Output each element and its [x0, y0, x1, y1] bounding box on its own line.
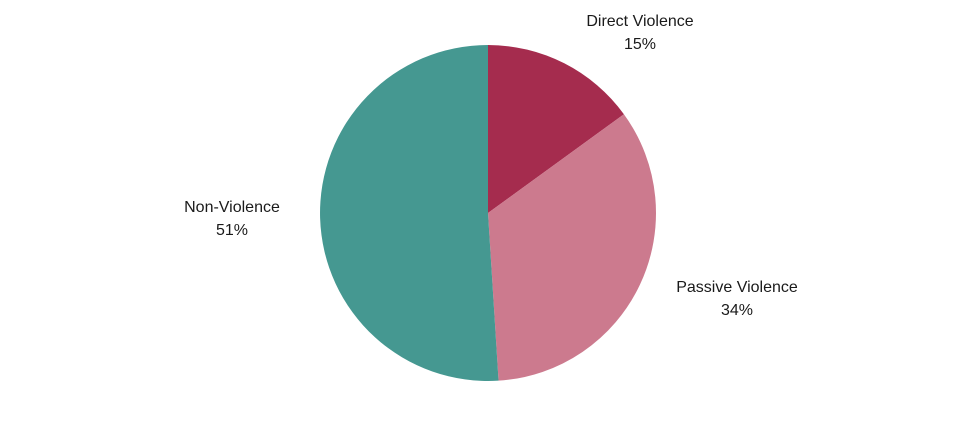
pie-labels: Direct Violence 15% Passive Violence 34% Non… — [184, 13, 798, 319]
slice-label-direct-violence: Direct Violence — [586, 13, 693, 30]
slice-value-direct-violence: 15% — [624, 36, 656, 53]
pie-slice-passive-violence — [488, 114, 656, 381]
slice-value-non-violence: 51% — [216, 222, 248, 239]
slice-label-non-violence: Non-Violence — [184, 199, 280, 216]
pie-slice-non-violence — [320, 45, 499, 381]
slice-label-passive-violence: Passive Violence — [676, 279, 798, 296]
pie-slice-direct-violence — [488, 45, 624, 213]
pie-slices — [320, 45, 656, 381]
slice-value-passive-violence: 34% — [721, 302, 753, 319]
